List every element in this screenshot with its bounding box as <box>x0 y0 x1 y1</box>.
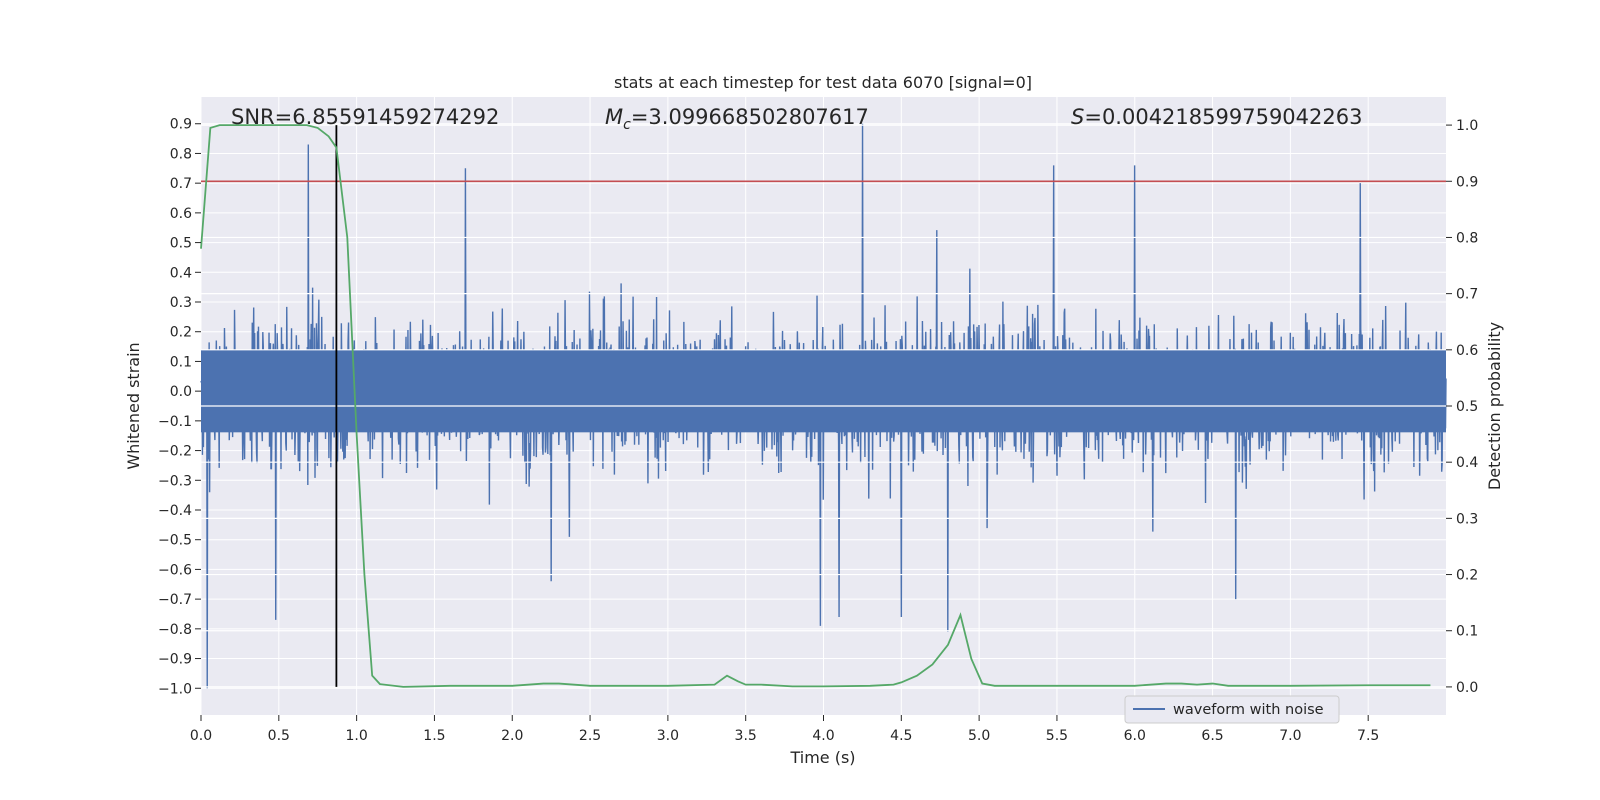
x-tick-label: 2.5 <box>579 728 601 744</box>
y-tick-label: 0.7 <box>170 176 192 192</box>
x-tick-label: 0.0 <box>190 728 212 744</box>
x-tick-label: 6.5 <box>1201 728 1223 744</box>
y-tick-label: 0.2 <box>170 325 192 341</box>
y-tick-label: −0.8 <box>158 622 192 638</box>
y-tick-label: −0.3 <box>158 473 192 489</box>
x-tick-label: 0.5 <box>268 728 290 744</box>
y-tick-label: −0.2 <box>158 444 192 460</box>
y-axis-ticks: 0.9 0.8 0.7 0.6 0.5 0.4 0.3 0.2 0.1 0.0 −0.1 −0.2 −0… <box>158 117 201 697</box>
y-tick-label: −0.5 <box>158 533 192 549</box>
x-tick-label: 2.0 <box>501 728 523 744</box>
y2-tick-label: 0.3 <box>1456 511 1478 527</box>
y2-tick-label: 0.7 <box>1456 287 1478 303</box>
y-tick-label: 0.8 <box>170 146 192 162</box>
mc-subscript: c <box>623 117 631 133</box>
x-tick-label: 1.5 <box>423 728 445 744</box>
y-tick-label: 0.1 <box>170 354 192 370</box>
mc-value: =3.099668502807617 <box>631 105 869 129</box>
x-tick-label: 7.5 <box>1357 728 1379 744</box>
y-tick-label: −1.0 <box>158 681 192 697</box>
y2-tick-label: 0.4 <box>1456 455 1478 471</box>
y2-tick-label: 1.0 <box>1456 118 1478 134</box>
detection-probability-line <box>200 124 1431 688</box>
y2-tick-label: 0.1 <box>1456 624 1478 640</box>
y2-tick-label: 0.6 <box>1456 343 1478 359</box>
x-tick-label: 3.0 <box>657 728 679 744</box>
legend-box <box>1124 695 1340 724</box>
y2-axis-ticks: 1.0 0.9 0.8 0.7 0.6 0.5 0.4 0.3 0.2 0.1 0.0 <box>1446 118 1478 696</box>
y-tick-label: 0.6 <box>170 206 192 222</box>
x-tick-label: 5.5 <box>1046 728 1068 744</box>
y-tick-label: 0.5 <box>170 236 192 252</box>
x-tick-label: 6.0 <box>1124 728 1146 744</box>
chart-title: stats at each timestep for test data 607… <box>614 73 1032 92</box>
x-axis-label: Time (s) <box>789 748 855 767</box>
y-tick-label: −0.9 <box>158 652 192 668</box>
s-value: =0.004218599759042263 <box>1084 105 1362 129</box>
y-tick-label: 0.3 <box>170 295 192 311</box>
mc-symbol: M <box>605 105 623 129</box>
y2-tick-label: 0.9 <box>1456 174 1478 190</box>
y2-axis-label: Detection probability <box>1485 322 1504 490</box>
legend: waveform with noise <box>1124 695 1340 724</box>
y2-tick-label: 0.8 <box>1456 230 1478 246</box>
snr-annotation: SNR=6.85591459274292 <box>231 105 499 129</box>
y-tick-label: −0.1 <box>158 414 192 430</box>
x-tick-label: 4.5 <box>890 728 912 744</box>
waveform-dense-band <box>201 349 1446 433</box>
y2-tick-label: 0.0 <box>1456 680 1478 696</box>
x-tick-label: 4.0 <box>812 728 834 744</box>
x-tick-label: 3.5 <box>735 728 757 744</box>
y-tick-label: −0.4 <box>158 503 192 519</box>
y-tick-label: 0.4 <box>170 265 192 281</box>
y-tick-label: −0.7 <box>158 592 192 608</box>
chirp-mass-annotation: Mc=3.099668502807617 <box>605 105 869 133</box>
s-symbol: S <box>1071 105 1084 129</box>
y-tick-label: 0.9 <box>170 117 192 133</box>
y-tick-label: 0.0 <box>170 384 192 400</box>
s-annotation: S=0.004218599759042263 <box>1071 105 1362 129</box>
legend-label: waveform with noise <box>1173 702 1324 718</box>
y-tick-label: −0.6 <box>158 562 192 578</box>
x-tick-label: 7.0 <box>1279 728 1301 744</box>
y-axis-label: Whitened strain <box>124 342 143 469</box>
x-tick-label: 5.0 <box>968 728 990 744</box>
y2-tick-label: 0.5 <box>1456 399 1478 415</box>
x-tick-label: 1.0 <box>345 728 367 744</box>
y2-tick-label: 0.2 <box>1456 568 1478 584</box>
